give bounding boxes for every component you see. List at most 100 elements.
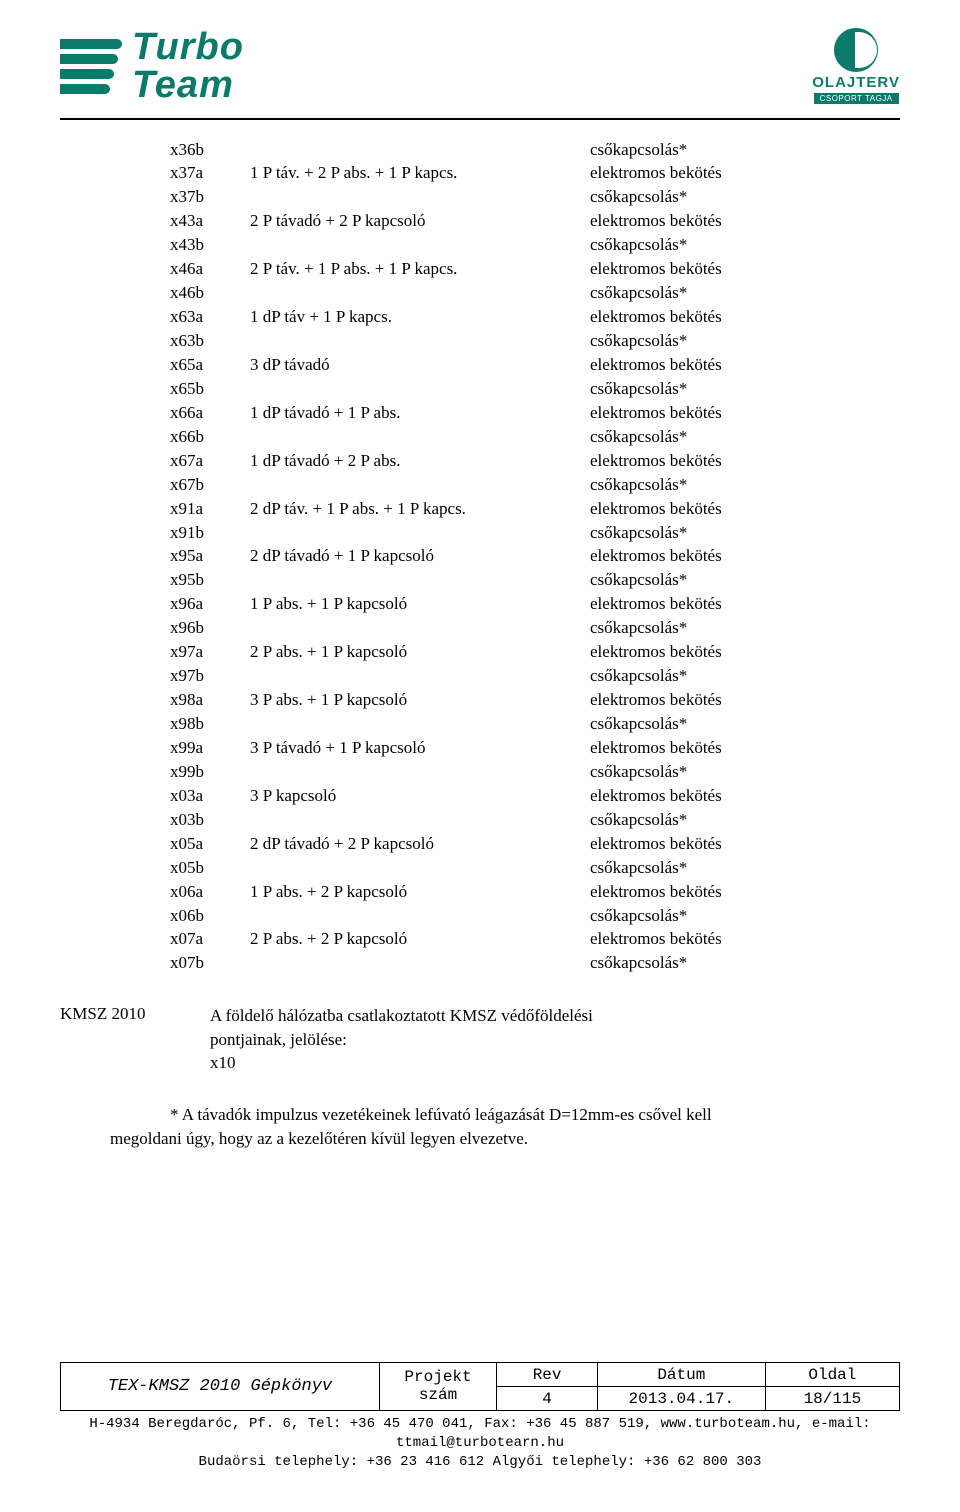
footnote-line-2: megoldani úgy, hogy az a kezelőtéren kív… xyxy=(110,1127,528,1151)
header-divider xyxy=(60,118,900,120)
code-cell: x99b xyxy=(170,760,250,784)
code-cell: x07b xyxy=(170,952,250,976)
table-row: x06a1 P abs. + 2 P kapcsolóelektromos be… xyxy=(170,880,900,904)
table-row: x98bcsőkapcsolás* xyxy=(170,713,900,737)
footer-date-head: Dátum xyxy=(597,1363,765,1387)
footnote-line-1: * A távadók impulzus vezetékeinek lefúva… xyxy=(170,1105,712,1124)
olajterv-logo: OLAJTERV CSOPORT TAGJA xyxy=(812,28,900,104)
desc-cell: 3 P távadó + 1 P kapcsoló xyxy=(250,736,590,760)
code-cell: x63a xyxy=(170,306,250,330)
table-row: x67a1 dP távadó + 2 P abs.elektromos bek… xyxy=(170,449,900,473)
type-cell: elektromos bekötés xyxy=(590,210,900,234)
type-cell: csőkapcsolás* xyxy=(590,808,900,832)
type-cell: csőkapcsolás* xyxy=(590,425,900,449)
footer: TEX-KMSZ 2010 Gépkönyv Projekt szám Rev … xyxy=(0,1362,960,1472)
footer-book: TEX-KMSZ 2010 Gépkönyv xyxy=(61,1363,380,1411)
desc-cell: 2 dP táv. + 1 P abs. + 1 P kapcs. xyxy=(250,497,590,521)
type-cell: elektromos bekötés xyxy=(590,832,900,856)
type-cell: csőkapcsolás* xyxy=(590,952,900,976)
code-cell: x05b xyxy=(170,856,250,880)
desc-cell: 1 P táv. + 2 P abs. + 1 P kapcs. xyxy=(250,162,590,186)
desc-cell: 1 P abs. + 2 P kapcsoló xyxy=(250,880,590,904)
code-cell: x95b xyxy=(170,569,250,593)
table-row: x03a3 P kapcsolóelektromos bekötés xyxy=(170,784,900,808)
type-cell: csőkapcsolás* xyxy=(590,330,900,354)
desc-cell: 2 dP távadó + 1 P kapcsoló xyxy=(250,545,590,569)
table-row: x66a1 dP távadó + 1 P abs.elektromos bek… xyxy=(170,401,900,425)
type-cell: elektromos bekötés xyxy=(590,497,900,521)
code-cell: x97a xyxy=(170,641,250,665)
code-cell: x36b xyxy=(170,138,250,162)
code-cell: x03b xyxy=(170,808,250,832)
code-cell: x98a xyxy=(170,689,250,713)
code-cell: x65b xyxy=(170,377,250,401)
desc-cell: 3 dP távadó xyxy=(250,353,590,377)
type-cell: csőkapcsolás* xyxy=(590,856,900,880)
desc-cell: 1 dP távadó + 2 P abs. xyxy=(250,449,590,473)
type-cell: csőkapcsolás* xyxy=(590,282,900,306)
desc-cell xyxy=(250,856,590,880)
code-cell: x67b xyxy=(170,473,250,497)
code-cell: x66b xyxy=(170,425,250,449)
table-row: x07b csőkapcsolás* xyxy=(170,952,900,976)
table-row: x63bcsőkapcsolás* xyxy=(170,330,900,354)
type-cell: elektromos bekötés xyxy=(590,449,900,473)
type-cell: csőkapcsolás* xyxy=(590,521,900,545)
kmsz-line-3: x10 xyxy=(210,1053,236,1072)
desc-cell: 3 P abs. + 1 P kapcsoló xyxy=(250,689,590,713)
codes-table: x36bcsőkapcsolás*x37a1 P táv. + 2 P abs.… xyxy=(170,138,900,976)
type-cell: csőkapcsolás* xyxy=(590,569,900,593)
desc-cell xyxy=(250,808,590,832)
header: Turbo Team OLAJTERV CSOPORT TAGJA xyxy=(0,0,960,112)
code-cell: x91b xyxy=(170,521,250,545)
desc-cell: 2 P távadó + 2 P kapcsoló xyxy=(250,210,590,234)
type-cell: elektromos bekötés xyxy=(590,928,900,952)
desc-cell xyxy=(250,138,590,162)
desc-cell: 1 dP távadó + 1 P abs. xyxy=(250,401,590,425)
code-cell: x43b xyxy=(170,234,250,258)
type-cell: csőkapcsolás* xyxy=(590,186,900,210)
table-row: x95b csőkapcsolás* xyxy=(170,569,900,593)
footer-proj-head: Projekt szám xyxy=(379,1363,496,1411)
turbo-team-logo: Turbo Team xyxy=(60,28,244,104)
desc-cell xyxy=(250,952,590,976)
type-cell: csőkapcsolás* xyxy=(590,473,900,497)
kmsz-label: KMSZ 2010 xyxy=(60,1004,170,1024)
type-cell: csőkapcsolás* xyxy=(590,617,900,641)
type-cell: csőkapcsolás* xyxy=(590,377,900,401)
codes-table-wrap: x36bcsőkapcsolás*x37a1 P táv. + 2 P abs.… xyxy=(0,138,960,976)
kmsz-text: A földelő hálózatba csatlakoztatott KMSZ… xyxy=(210,1004,900,1075)
kmsz-section: KMSZ 2010 A földelő hálózatba csatlakozt… xyxy=(0,976,960,1075)
table-row: x95a2 dP távadó + 1 P kapcsolóelektromos… xyxy=(170,545,900,569)
desc-cell xyxy=(250,473,590,497)
footer-table: TEX-KMSZ 2010 Gépkönyv Projekt szám Rev … xyxy=(60,1362,900,1411)
type-cell: elektromos bekötés xyxy=(590,306,900,330)
table-row: x63a1 dP táv + 1 P kapcs.elektromos bekö… xyxy=(170,306,900,330)
code-cell: x37b xyxy=(170,186,250,210)
desc-cell xyxy=(250,713,590,737)
table-row: x98a3 P abs. + 1 P kapcsolóelektromos be… xyxy=(170,689,900,713)
contact-line-3: Budaörsi telephely: +36 23 416 612 Algyő… xyxy=(199,1454,762,1470)
desc-cell xyxy=(250,904,590,928)
olajterv-name: OLAJTERV xyxy=(812,74,900,91)
logo-word-2: Team xyxy=(132,66,244,104)
code-cell: x91a xyxy=(170,497,250,521)
table-row: x96b csőkapcsolás* xyxy=(170,617,900,641)
logo-text: Turbo Team xyxy=(132,28,244,104)
type-cell: csőkapcsolás* xyxy=(590,665,900,689)
code-cell: x96b xyxy=(170,617,250,641)
desc-cell xyxy=(250,569,590,593)
type-cell: elektromos bekötés xyxy=(590,736,900,760)
desc-cell: 1 dP táv + 1 P kapcs. xyxy=(250,306,590,330)
code-cell: x06b xyxy=(170,904,250,928)
footer-proj-l1: Projekt xyxy=(404,1368,471,1386)
code-cell: x06a xyxy=(170,880,250,904)
table-row: x43a2 P távadó + 2 P kapcsolóelektromos … xyxy=(170,210,900,234)
contact-line-2: ttmail@turbotearn.hu xyxy=(396,1435,564,1451)
type-cell: csőkapcsolás* xyxy=(590,138,900,162)
olajterv-circle-icon xyxy=(834,28,878,72)
footer-proj-l2: szám xyxy=(419,1386,457,1404)
type-cell: elektromos bekötés xyxy=(590,545,900,569)
olajterv-sub: CSOPORT TAGJA xyxy=(814,93,899,104)
kmsz-line-2: pontjainak, jelölése: xyxy=(210,1030,347,1049)
